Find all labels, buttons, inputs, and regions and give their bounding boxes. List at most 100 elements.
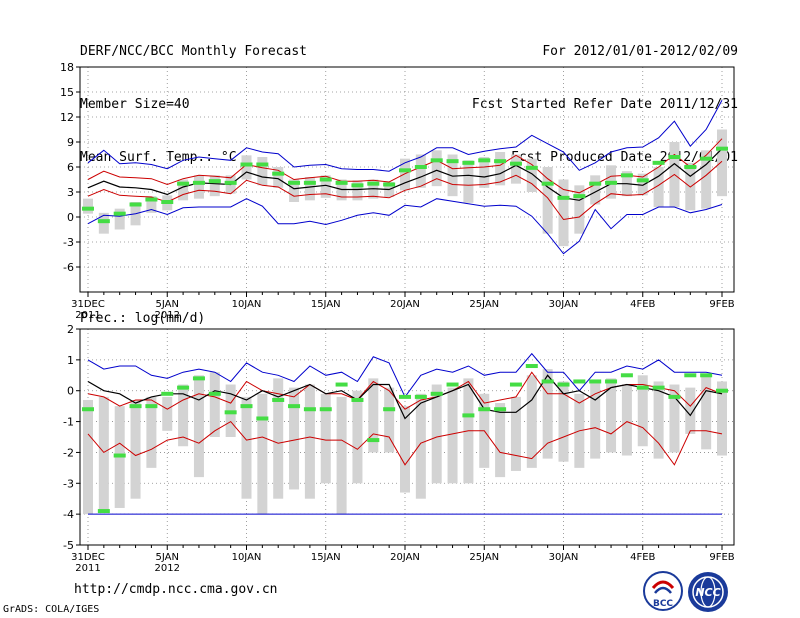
temp-xtick-label: 9FEB <box>709 299 734 310</box>
precip-median-mark <box>367 438 380 443</box>
temp-box <box>304 177 315 201</box>
temp-box <box>352 180 363 201</box>
precip-box <box>384 387 395 453</box>
temp-ytick-label: 18 <box>60 61 74 74</box>
precip-xtick-label: 5JAN <box>156 552 179 563</box>
temp-median-mark <box>240 162 253 167</box>
precip-median-mark <box>478 407 491 412</box>
temp-median-mark <box>351 183 364 188</box>
temp-box <box>542 167 553 234</box>
temp-box <box>193 175 204 199</box>
temp-median-mark <box>478 158 491 163</box>
precip-median-mark <box>208 391 221 396</box>
website-url[interactable]: http://cmdp.ncc.cma.gov.cn <box>74 582 278 597</box>
temp-median-mark <box>288 180 301 185</box>
precip-box <box>495 403 506 478</box>
temp-xtick-label: 15JAN <box>311 299 341 310</box>
precip-box <box>241 396 252 499</box>
temp-median-mark <box>335 180 348 185</box>
header-left: DERF/NCC/BCC Monthly Forecast Member Siz… <box>80 12 307 187</box>
temp-median-mark <box>605 180 618 185</box>
variable-label: Mean Surf. Temp.: °C <box>80 150 237 165</box>
temp-box <box>209 175 220 197</box>
temp-xtick-label: 25JAN <box>469 299 499 310</box>
precip-xtick-year: 2011 <box>75 563 100 574</box>
temp-ytick-label: 9 <box>67 136 74 149</box>
precip-median-mark <box>192 376 205 381</box>
precip-xtick-label: 10JAN <box>232 552 262 563</box>
temp-box <box>273 167 284 188</box>
temp-median-mark <box>573 194 586 199</box>
precip-xtick-label: 31DEC <box>71 552 105 563</box>
temp-xtick-label: 5JAN <box>156 299 179 310</box>
temp-median-mark <box>636 178 649 183</box>
precip-median-mark <box>605 379 618 384</box>
temp-median-mark <box>319 177 332 182</box>
precip-ytick-label: -4 <box>63 508 74 521</box>
temp-box <box>98 212 109 234</box>
ncc-logo-icon: NCC <box>688 572 728 612</box>
temp-box <box>320 175 331 198</box>
precip-box <box>542 369 553 459</box>
temp-ytick-label: 3 <box>67 186 74 199</box>
temp-median-mark <box>161 200 174 204</box>
temp-xtick-label: 30JAN <box>549 299 579 310</box>
forecast-period: For 2012/01/01-2012/02/09 <box>542 44 738 59</box>
precip-median-mark <box>509 382 522 387</box>
temp-median-mark <box>177 181 190 186</box>
precip-median-mark <box>525 364 538 369</box>
temp-median-mark <box>383 182 396 187</box>
temp-xtick-label: 31DEC <box>71 299 105 310</box>
precip-median-mark <box>494 407 507 412</box>
precip-ytick-label: -1 <box>63 416 74 429</box>
temp-min-line <box>87 198 723 255</box>
temp-median-mark <box>430 158 443 163</box>
temp-median-mark <box>494 159 507 164</box>
temp-median-mark <box>525 165 538 170</box>
temp-xtick-label: 10JAN <box>232 299 262 310</box>
precip-box <box>130 399 141 499</box>
temp-median-mark <box>446 159 459 164</box>
temp-box <box>717 129 727 197</box>
precip-box <box>162 396 173 431</box>
temp-median-mark <box>716 146 728 151</box>
temp-median-mark <box>620 173 633 178</box>
precip-median-mark <box>668 394 681 399</box>
temp-median-mark <box>589 181 602 186</box>
precip-box <box>98 396 109 512</box>
precip-median-mark <box>303 407 316 412</box>
temp-median-mark <box>700 156 713 161</box>
precip-median-mark <box>716 388 728 393</box>
temp-box <box>701 150 712 209</box>
precip-box <box>637 375 648 447</box>
precip-median-mark <box>256 416 269 421</box>
precip-box <box>558 381 569 462</box>
precip-box <box>304 384 315 499</box>
precip-xtick-label: 15JAN <box>311 552 341 563</box>
precip-box <box>606 378 617 453</box>
precip-box <box>669 384 680 453</box>
temp-box <box>146 196 157 213</box>
precip-box <box>209 372 220 437</box>
temp-median-mark <box>399 168 411 173</box>
temp-median-mark <box>652 160 665 165</box>
precip-median-mark <box>145 404 158 409</box>
precip-median-mark <box>97 509 110 514</box>
precip-ytick-label: 2 <box>67 323 74 336</box>
precip-median-mark <box>240 404 253 409</box>
precip-box <box>701 375 712 450</box>
bcc-logo-icon: BCC <box>643 571 683 611</box>
precip-median-mark <box>414 394 427 399</box>
precip-box <box>526 375 537 468</box>
bcc-logo-text: BCC <box>653 599 673 609</box>
precip-median-mark <box>335 382 348 387</box>
precip-median-mark <box>541 379 554 384</box>
temp-median-mark <box>192 180 205 185</box>
temp-xtick-label: 4FEB <box>630 299 655 310</box>
precip-box <box>289 387 300 490</box>
precip-median-mark <box>129 404 142 409</box>
precip-median-mark <box>113 453 126 458</box>
precip-ytick-label: -3 <box>63 477 74 490</box>
precip-median-mark <box>684 373 697 378</box>
